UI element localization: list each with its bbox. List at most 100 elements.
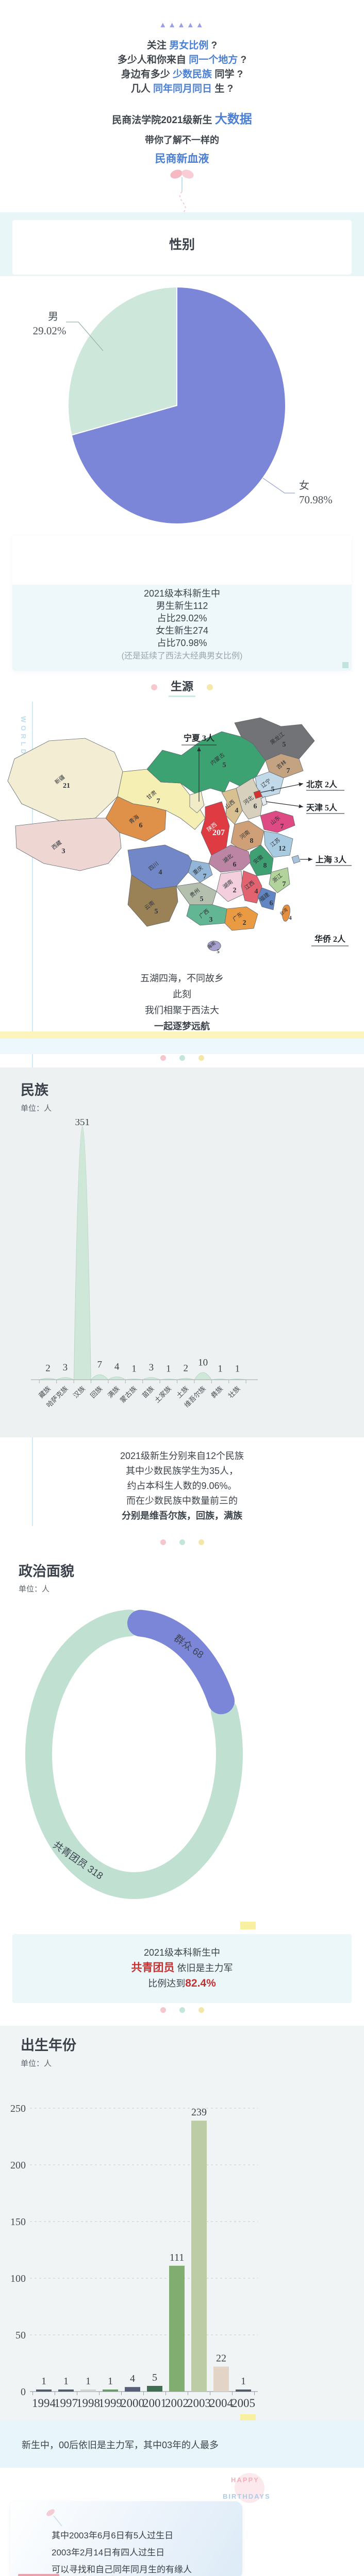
pink-circle-decor [235, 2473, 264, 2503]
chart-label: 4 [130, 2373, 135, 2384]
chart-label: 3 [209, 916, 213, 924]
province-山东 [260, 810, 295, 833]
chart-label: 1994 [32, 2397, 56, 2410]
birthyear-note-card: 新生中，00后依旧是主力军，其中03年的人最多 [0, 2420, 364, 2468]
yellow-strip-decor [0, 1031, 364, 1039]
pie-slice-male [68, 286, 177, 436]
text-line: 分别是维吾尔族，回族，满族 [122, 1511, 242, 1521]
origin-header: 生源 [0, 676, 364, 699]
chart-label: 3 [63, 1362, 68, 1373]
bar-1999 [103, 2389, 118, 2392]
gender-pie-chart: 男 29.02% 女 70.98% [33, 286, 333, 524]
birthyear-unit: 单位：人 [21, 2059, 52, 2068]
chart-label: 2 [183, 1363, 188, 1374]
chart-label: 2000 [121, 2397, 144, 2410]
birthday-intro-text: 其中2003年6月6日有5人过生日 2003年2月14日有四人过生日 可以寻找和自己… [52, 2527, 192, 2576]
chart-label: 4 [255, 888, 258, 895]
chart-label: 回族 [89, 1385, 104, 1400]
chart-label: 4 [159, 869, 162, 876]
chart-label: 1 [235, 1364, 240, 1375]
chart-label: 351 [75, 1119, 90, 1128]
pie-slice-female [71, 286, 286, 524]
chart-label: 1 [108, 2376, 113, 2387]
origin-footer-text: 五湖四海，不同故乡 此刻 我们相聚于西法大 一起逐梦远航 [0, 971, 364, 1035]
chart-label: 12 [278, 845, 286, 853]
chart-label: 1 [166, 1364, 171, 1375]
text-line: 2021级本科新生中 [143, 588, 221, 599]
chart-label: 6 [233, 861, 237, 869]
chart-label: 7 [280, 823, 284, 831]
chart-label: 2003 [187, 2397, 211, 2410]
red-strip-decor [18, 2574, 59, 2576]
chart-label: 2004 [209, 2397, 234, 2410]
text-line: 身边有多少 少数民族 同学 ? [121, 69, 243, 80]
politics-title: 政治面貌 [19, 1564, 74, 1579]
chart-label: 1998 [76, 2397, 100, 2410]
birthyear-panel: 出生年份 单位：人 0 50 100 150 200 250 1 1994 1 1997 1 1998… [0, 2026, 364, 2421]
text-line: 民商法学院2021级新生 大数据 [112, 112, 252, 126]
text-line: 共青团员 依旧是主力军 [131, 1962, 233, 1974]
pink-dot-icon [151, 684, 157, 690]
text-line: 男生新生112 [156, 601, 208, 611]
chart-label: 5 [200, 895, 204, 903]
province-江西 [241, 870, 262, 904]
text-line: 占比29.02% [157, 613, 207, 623]
chart-label: 200 [10, 2160, 26, 2171]
politics-stats-card: 2021级本科新生中 共青团员 依旧是主力军 比例达到82.4% [12, 1934, 352, 2003]
chart-label: 满族 [106, 1385, 121, 1400]
province-内蒙古 [146, 731, 266, 794]
gender-stats-text: 2021级本科新生中 男生新生112 占比29.02% 女生新生274 占比70.98%… [12, 536, 352, 663]
ethnicity-title: 民族 [21, 1082, 48, 1098]
chart-label: 天津 5人 [306, 803, 338, 812]
chart-label: 6 [270, 900, 273, 907]
chart-label: 4 [114, 1362, 120, 1372]
chart-label: 100 [10, 2273, 26, 2284]
donut-arc-共青团员 [25, 1609, 243, 1899]
text-line: (还是延续了西法大经典男女比例) [121, 652, 243, 660]
chart-label: 8 [250, 837, 254, 845]
chart-label: 10 [198, 1357, 208, 1368]
birthyear-note: 新生中，00后依旧是主力军，其中03年的人最多 [22, 2440, 219, 2450]
intro-section: ▲▲▲▲▲ 关注 男女比例 ? 多少人和你来自 同一个地方 ? 身边有多少 少数民族… [0, 0, 364, 224]
birthdays-label: BIRTHDAYS [223, 2493, 271, 2500]
text-line: 约占本科生人数的9.06%。 [127, 1481, 237, 1491]
chart-label: 5 [271, 786, 275, 793]
birthyear-bar-chart: 0 50 100 150 200 250 1 1994 1 1997 1 1998 1 1999 4 2000… [10, 2103, 258, 2410]
chart-label: 2002 [165, 2397, 189, 2410]
birthyear-title: 出生年份 [21, 2038, 76, 2053]
chart-label: 2 [233, 887, 237, 894]
bar-2004 [213, 2366, 229, 2392]
dots-separator [0, 1539, 364, 1545]
chart-label: 29.02% [33, 325, 67, 337]
text-line: 五湖四海，不同故乡 [140, 973, 224, 984]
gender-title-card: 性别 [12, 220, 352, 275]
teal-chip-decor [342, 662, 349, 668]
chart-label: 7 [287, 767, 290, 775]
chart-label: 1 [131, 1364, 137, 1375]
province-天津 [260, 796, 268, 806]
happy-label: HAPPY [231, 2476, 259, 2484]
chart-label: 5 [283, 741, 286, 749]
province-福建 [257, 887, 276, 910]
chart-label: 上海 3人 [316, 855, 347, 865]
chart-label: 0 [21, 2386, 26, 2398]
bar-2001 [147, 2386, 162, 2392]
dots-separator [0, 2007, 364, 2013]
dots-separator [0, 1055, 364, 1061]
chart-label: 250 [10, 2103, 26, 2114]
world-watermark: WORLD [20, 716, 27, 757]
birthday-intro-card: 其中2003年6月6日有5人过生日 2003年2月14日有四人过生日 可以寻找和自己… [10, 2501, 242, 2576]
bar-2003 [191, 2121, 207, 2392]
text-line: 2003年2月14日有四人过生日 [52, 2548, 165, 2557]
yellow-chip-decor [240, 2414, 256, 2421]
origin-map-chart: 新疆21西藏3青海6甘肃7内蒙古5黑龙江5吉林7辽宁5河北6山西4山东7陕西20… [7, 717, 352, 955]
province-北京 [253, 790, 262, 799]
chart-label: 华侨 2人 [315, 934, 346, 944]
chart-label: 土族 [175, 1385, 190, 1400]
text-line: 关注 男女比例 ? [146, 40, 218, 51]
text-line: 而在少数民族中数量前三的 [126, 1496, 238, 1506]
gender-stats-card: 2021级本科新生中 男生新生112 占比29.02% 女生新生274 占比70.98%… [12, 536, 352, 671]
province-江苏 [263, 831, 293, 858]
chart-label: 1 [41, 2376, 46, 2387]
